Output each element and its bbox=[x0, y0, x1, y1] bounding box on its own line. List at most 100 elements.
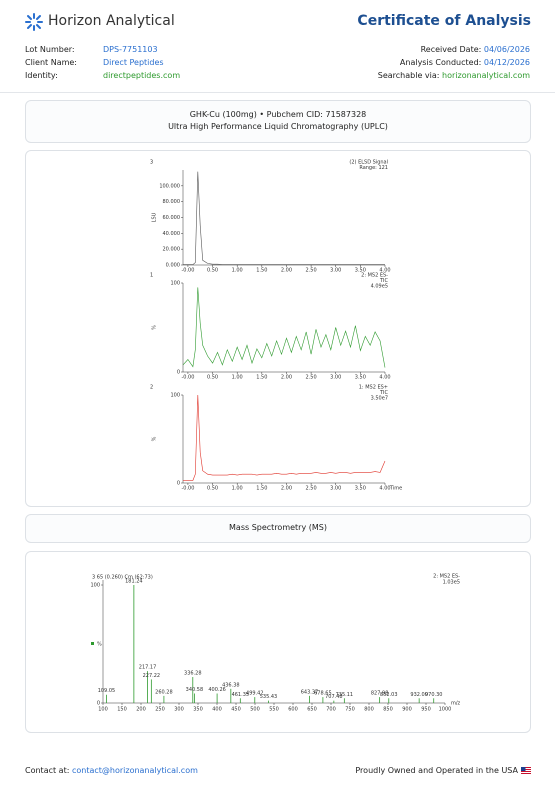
x-tick-label: -0.00 bbox=[181, 486, 194, 492]
peak-label: 970.30 bbox=[425, 692, 443, 698]
y-tick-label: 100 bbox=[170, 393, 180, 399]
y-tick-label: 0 bbox=[177, 370, 180, 376]
compound: GHK-Cu (100mg) • Pubchem CID: 71587328 bbox=[189, 110, 367, 119]
peak-label: 217.17 bbox=[139, 665, 157, 671]
ms-box: Mass Spectrometry (MS) bbox=[25, 514, 531, 543]
info-row: Searchable via: horizonanalytical.com bbox=[378, 70, 530, 82]
x-tick-label: -0.00 bbox=[181, 268, 194, 274]
x-tick-label: 750 bbox=[345, 707, 355, 713]
y-axis-label: % bbox=[152, 436, 158, 441]
x-tick-label: 1.50 bbox=[256, 375, 267, 381]
x-tick-label: 300 bbox=[174, 707, 184, 713]
value: 04/12/2026 bbox=[483, 58, 530, 67]
x-tick-label: 350 bbox=[193, 707, 203, 713]
footer-contact: Contact at: contact@horizonanalytical.co… bbox=[25, 765, 198, 777]
panel-info: 4.09e5 bbox=[371, 284, 388, 290]
label: Received Date: bbox=[420, 45, 482, 54]
x-tick-label: 200 bbox=[136, 707, 146, 713]
panel-info: (2) ELSD Signal bbox=[349, 160, 388, 166]
y-tick-label: 60.000 bbox=[163, 215, 181, 221]
label: Lot Number: bbox=[25, 45, 75, 54]
label: Searchable via: bbox=[377, 71, 440, 80]
panel-info: 1: MS2 ES+ bbox=[359, 385, 388, 391]
divider bbox=[0, 92, 555, 93]
x-tick-label: 900 bbox=[402, 707, 412, 713]
x-tick-label: 2.00 bbox=[281, 486, 292, 492]
method: Ultra High Performance Liquid Chromatogr… bbox=[168, 122, 388, 131]
y-tick-label: 0.000 bbox=[166, 263, 180, 269]
trace bbox=[183, 394, 386, 481]
ms-chart-box bbox=[25, 551, 531, 733]
x-tick-label: 2.50 bbox=[306, 375, 317, 381]
y-tick-label: 40.000 bbox=[163, 231, 181, 237]
x-tick-label: 1.50 bbox=[256, 486, 267, 492]
y-axis-label: LSU bbox=[152, 212, 158, 222]
x-tick-label: 2.50 bbox=[306, 268, 317, 274]
panel-index: 3 bbox=[150, 160, 153, 166]
y-axis-label: % bbox=[97, 642, 102, 648]
y-tick-label: 0 bbox=[97, 701, 100, 707]
x-tick-label: 3.50 bbox=[355, 375, 366, 381]
x-tick-label: 3.50 bbox=[355, 268, 366, 274]
peak-label: 643.37 bbox=[301, 689, 319, 695]
peak-label: 109.05 bbox=[98, 688, 116, 694]
y-axis-label: % bbox=[152, 325, 158, 330]
y-tick-label: 80.000 bbox=[163, 199, 181, 205]
x-tick-label: 1.00 bbox=[232, 268, 243, 274]
peak-label: 827.98 bbox=[371, 691, 389, 697]
x-axis-label: m/z bbox=[451, 701, 461, 707]
x-axis-label: Time bbox=[389, 486, 402, 492]
panel-info: 3.50e7 bbox=[371, 396, 388, 402]
x-tick-label: 3.00 bbox=[330, 268, 341, 274]
x-tick-label: 1000 bbox=[439, 707, 452, 713]
x-tick-label: 0.50 bbox=[207, 375, 218, 381]
legend-swatch bbox=[91, 642, 94, 645]
panel-info: TIC bbox=[379, 390, 389, 396]
x-tick-label: 1.50 bbox=[256, 268, 267, 274]
x-tick-label: 250 bbox=[155, 707, 165, 713]
ms-info: 2: MS2 ES- bbox=[433, 574, 460, 580]
ms-title: Mass Spectrometry (MS) bbox=[229, 523, 327, 532]
y-tick-label: 100 bbox=[90, 583, 100, 589]
x-tick-label: 150 bbox=[117, 707, 127, 713]
x-tick-label: 800 bbox=[364, 707, 374, 713]
label: Analysis Conducted: bbox=[399, 58, 482, 67]
x-tick-label: 2.00 bbox=[281, 268, 292, 274]
chromatogram-box bbox=[25, 150, 531, 507]
panel-index: 2 bbox=[150, 385, 153, 391]
x-tick-label: 4.00 bbox=[379, 268, 390, 274]
x-tick-label: 2.00 bbox=[281, 375, 292, 381]
x-tick-label: 0.50 bbox=[207, 268, 218, 274]
peak-label: 461.35 bbox=[232, 692, 250, 698]
peak-label: 340.58 bbox=[186, 687, 204, 693]
x-tick-label: 950 bbox=[421, 707, 431, 713]
x-tick-label: 3.00 bbox=[330, 375, 341, 381]
panel-info: 2: MS2 ES- bbox=[361, 273, 388, 279]
peak-label: 852.03 bbox=[380, 692, 398, 698]
x-tick-label: 100 bbox=[98, 707, 108, 713]
peak-label: 932.00 bbox=[410, 692, 428, 698]
x-tick-label: 700 bbox=[326, 707, 336, 713]
peak-label: 227.22 bbox=[143, 673, 161, 679]
panel-index: 1 bbox=[150, 273, 153, 279]
value: DPS-7751103 bbox=[103, 45, 158, 54]
x-tick-label: 0.50 bbox=[207, 486, 218, 492]
label: Contact at: bbox=[25, 766, 70, 775]
x-tick-label: 400 bbox=[212, 707, 222, 713]
label: Identity: bbox=[25, 71, 58, 80]
x-tick-label: 500 bbox=[250, 707, 260, 713]
x-tick-label: 550 bbox=[269, 707, 279, 713]
x-tick-label: 650 bbox=[307, 707, 317, 713]
x-tick-label: 3.50 bbox=[355, 486, 366, 492]
us-flag bbox=[521, 767, 531, 774]
info-row: Received Date: 04/06/2026 bbox=[421, 44, 530, 56]
uplc-box: GHK-Cu (100mg) • Pubchem CID: 71587328 U… bbox=[25, 100, 531, 143]
email[interactable]: contact@horizonanalytical.com bbox=[71, 766, 198, 775]
x-tick-label: 1.00 bbox=[232, 375, 243, 381]
peak-label: 707.48 bbox=[325, 694, 343, 700]
ms-info: 1.03e5 bbox=[443, 580, 460, 586]
x-tick-label: -0.00 bbox=[181, 375, 194, 381]
panel-info: Range: 121 bbox=[359, 165, 388, 171]
